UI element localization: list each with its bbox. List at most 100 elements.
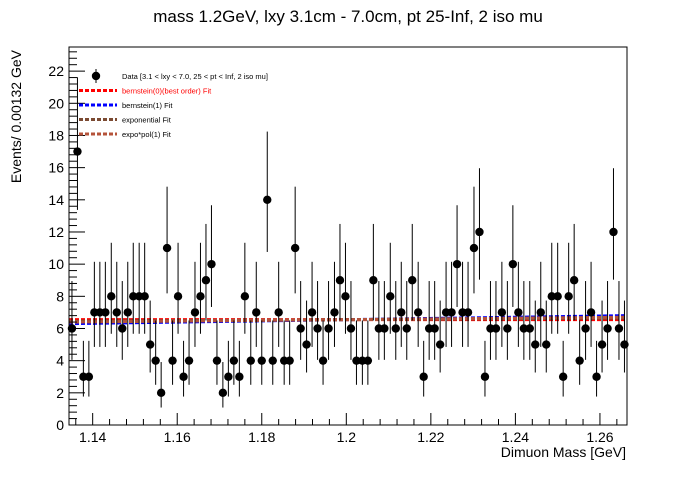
data-marker xyxy=(408,276,417,285)
data-point xyxy=(290,186,300,294)
data-marker xyxy=(302,340,311,349)
x-axis-label: Dimuon Mass [GeV] xyxy=(501,444,626,460)
data-point xyxy=(190,261,200,347)
data-point xyxy=(452,205,462,307)
data-marker xyxy=(603,324,612,333)
data-marker xyxy=(346,324,356,333)
legend-label: bernstein(1) Fit xyxy=(122,101,173,110)
data-point xyxy=(542,300,551,373)
data-marker xyxy=(386,292,395,301)
data-point xyxy=(486,281,495,360)
data-point xyxy=(503,281,512,360)
data-point xyxy=(151,320,160,385)
x-tick-label: 1.22 xyxy=(417,429,444,445)
data-marker xyxy=(581,324,590,333)
y-tick-label: 8 xyxy=(56,288,64,304)
data-point xyxy=(547,242,556,334)
data-point xyxy=(380,281,389,360)
y-tick-label: 14 xyxy=(48,192,64,208)
x-tick-label: 1.2 xyxy=(337,429,357,445)
y-axis-label: Events/ 0.00132 GeV xyxy=(8,49,24,183)
data-point xyxy=(296,281,305,360)
data-marker xyxy=(201,276,211,285)
data-point xyxy=(302,300,311,373)
data-marker xyxy=(380,324,389,333)
data-marker xyxy=(586,308,596,317)
data-point xyxy=(463,261,473,347)
data-marker xyxy=(123,308,132,317)
data-marker xyxy=(268,356,277,365)
y-tick-label: 2 xyxy=(56,385,64,401)
data-marker xyxy=(240,292,250,301)
data-point xyxy=(318,320,328,385)
x-tick-label: 1.18 xyxy=(248,429,275,445)
data-point xyxy=(240,242,250,334)
data-point xyxy=(168,320,177,385)
data-point xyxy=(79,340,88,397)
data-marker xyxy=(335,276,345,285)
data-marker xyxy=(480,372,490,381)
data-marker xyxy=(196,292,205,301)
data-marker xyxy=(463,308,473,317)
data-point xyxy=(480,340,490,397)
legend-label: exponential Fit xyxy=(122,116,172,125)
data-point xyxy=(491,281,501,360)
data-marker xyxy=(118,324,127,333)
data-point xyxy=(257,320,266,385)
data-marker xyxy=(156,388,166,398)
data-point xyxy=(201,223,211,321)
data-point xyxy=(475,168,484,280)
data-point xyxy=(514,261,523,347)
data-point xyxy=(252,261,261,347)
data-point xyxy=(497,261,507,347)
data-marker xyxy=(558,372,568,381)
data-point xyxy=(268,320,277,385)
data-point xyxy=(101,261,110,347)
data-point xyxy=(246,320,255,385)
legend: Data [3.1 < lxy < 7.0, 25 < pt < Inf, 2 … xyxy=(79,69,268,139)
data-point xyxy=(156,362,166,408)
data-marker xyxy=(508,259,518,269)
data-point xyxy=(569,223,579,321)
legend-marker xyxy=(91,71,101,81)
data-point xyxy=(207,205,216,307)
data-marker xyxy=(190,308,200,317)
data-point xyxy=(145,300,155,373)
data-marker xyxy=(531,340,540,349)
data-marker xyxy=(352,356,361,365)
data-marker xyxy=(569,276,579,285)
data-marker xyxy=(296,324,305,333)
data-point xyxy=(285,320,294,385)
data-marker xyxy=(285,356,294,365)
data-marker xyxy=(101,308,110,317)
data-point xyxy=(564,242,573,334)
data-marker xyxy=(207,259,216,269)
data-marker xyxy=(129,292,138,301)
data-marker xyxy=(212,356,222,365)
data-point xyxy=(609,168,618,280)
data-point xyxy=(118,281,127,360)
data-point xyxy=(536,261,545,347)
data-marker xyxy=(184,356,194,365)
data-marker xyxy=(575,356,584,365)
data-point xyxy=(581,281,590,360)
data-point xyxy=(419,340,428,397)
data-point xyxy=(330,261,339,347)
x-tick-label: 1.24 xyxy=(502,429,529,445)
data-marker xyxy=(290,243,300,253)
data-marker xyxy=(564,292,573,301)
data-point xyxy=(575,320,584,385)
data-point xyxy=(458,261,467,347)
legend-entry: Data [3.1 < lxy < 7.0, 25 < pt < Inf, 2 … xyxy=(91,69,268,83)
y-tick-label: 10 xyxy=(48,256,64,272)
y-axis: 0 2 4 6 8 10 12 14 16 18 20 22 xyxy=(48,51,85,433)
data-point xyxy=(508,205,518,307)
x-tick-label: 1.14 xyxy=(79,429,106,445)
y-tick-label: 22 xyxy=(48,63,64,79)
legend-label: expo*pol(1) Fit xyxy=(122,130,172,139)
data-marker xyxy=(235,372,244,381)
y-tick-label: 0 xyxy=(56,417,64,433)
data-marker xyxy=(173,292,183,301)
data-marker xyxy=(257,356,266,365)
